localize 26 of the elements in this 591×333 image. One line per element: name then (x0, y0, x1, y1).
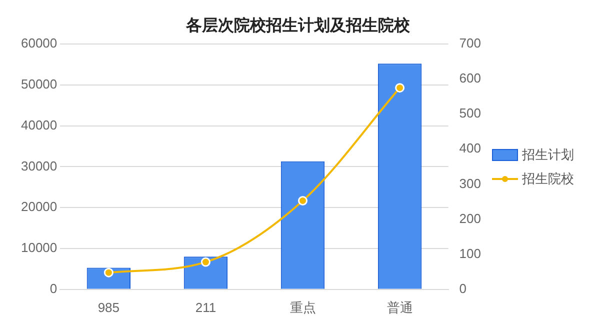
y2-tick-label: 300 (459, 176, 482, 191)
y-tick-label: 20000 (20, 199, 58, 214)
y2-tick-label: 500 (459, 106, 482, 121)
x-tick-label: 211 (195, 300, 216, 315)
y-tick-label: 40000 (20, 117, 58, 132)
legend-label: 招生院校 (522, 170, 574, 188)
x-tick-label: 985 (98, 300, 120, 315)
x-tick-label: 重点 (290, 300, 316, 315)
point (298, 196, 308, 206)
y-tick-label: 30000 (20, 158, 58, 174)
y2-tick-label: 600 (459, 70, 482, 86)
y2-tick-label: 700 (459, 36, 482, 51)
legend-label: 招生计划 (522, 146, 574, 164)
chart-title: 各层次院校招生计划及招生院校 (185, 16, 411, 34)
y-tick-label: 60000 (20, 36, 58, 51)
point (395, 83, 405, 93)
point (104, 268, 114, 278)
y2-tick-label: 100 (459, 246, 482, 261)
y-tick-label: 10000 (20, 240, 58, 256)
y-tick-label: 50000 (20, 76, 58, 92)
y-tick-label: 0 (50, 280, 58, 296)
y2-tick-label: 200 (459, 210, 482, 226)
y2-tick-label: 0 (459, 280, 467, 296)
point (200, 257, 210, 267)
x-tick-label: 普通 (386, 300, 413, 315)
y2-tick-label: 400 (459, 140, 482, 156)
